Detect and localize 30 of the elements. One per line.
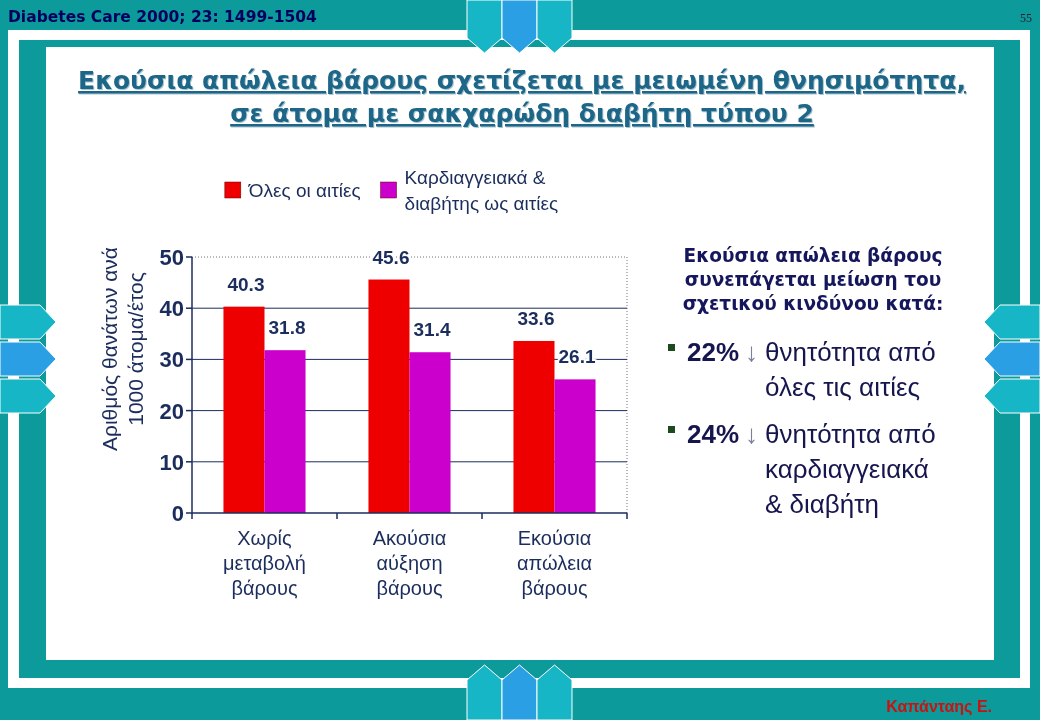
data-label: 45.6	[372, 246, 410, 268]
bar	[554, 379, 596, 513]
data-label: 40.3	[227, 273, 265, 295]
text: 24% ↓ θνητότητα από καρδιαγγειακά & διαβήτη	[687, 419, 936, 519]
legend-label: Όλες οι αιτίες	[247, 180, 361, 201]
text: 55	[1020, 11, 1032, 25]
bar	[368, 279, 410, 513]
chart-title: Εκούσια απώλεια βάρους σχετίζεται με μειωμένη θνησιμότητα, σε άτομα με σακχαρώδη διαβήτη τύπου 2	[78, 66, 966, 128]
bar	[223, 306, 265, 513]
y-tick-label: 40	[159, 296, 184, 322]
y-tick-label: 50	[159, 245, 184, 270]
y-tick-label: 20	[159, 398, 184, 424]
bar	[409, 352, 451, 513]
bar	[513, 340, 555, 513]
text: Καπάνταης Ε.	[886, 698, 992, 716]
y-tick-label: 10	[159, 449, 184, 475]
text: Εκούσια απώλεια βάρους συνεπάγεται μείωση του σχετικού κινδύνου κατά:	[682, 245, 944, 314]
x-tick-label: Ακούσια αύξηση βάρους	[372, 527, 447, 599]
legend-label: Καρδιαγγειακά & διαβήτης ως αιτίες	[404, 167, 559, 214]
y-tick-label: 0	[171, 501, 184, 526]
data-label: 31.8	[268, 317, 306, 339]
y-axis-title: Αριθμός θανάτων ανά 1000 άτομα/έτος	[98, 246, 147, 452]
text: 22% ↓ θνητότητα από όλες τις αιτίες	[687, 337, 936, 402]
bar	[264, 350, 306, 513]
data-label: 31.4	[413, 319, 451, 341]
x-tick-label: Εκούσια απώλεια βάρους	[516, 527, 593, 599]
data-label: 33.6	[517, 307, 555, 329]
text: Diabetes Care 2000; 23: 1499-1504	[8, 8, 317, 26]
x-tick-label: Χωρίς μεταβολή βάρους	[223, 527, 306, 599]
y-tick-label: 30	[159, 347, 184, 373]
